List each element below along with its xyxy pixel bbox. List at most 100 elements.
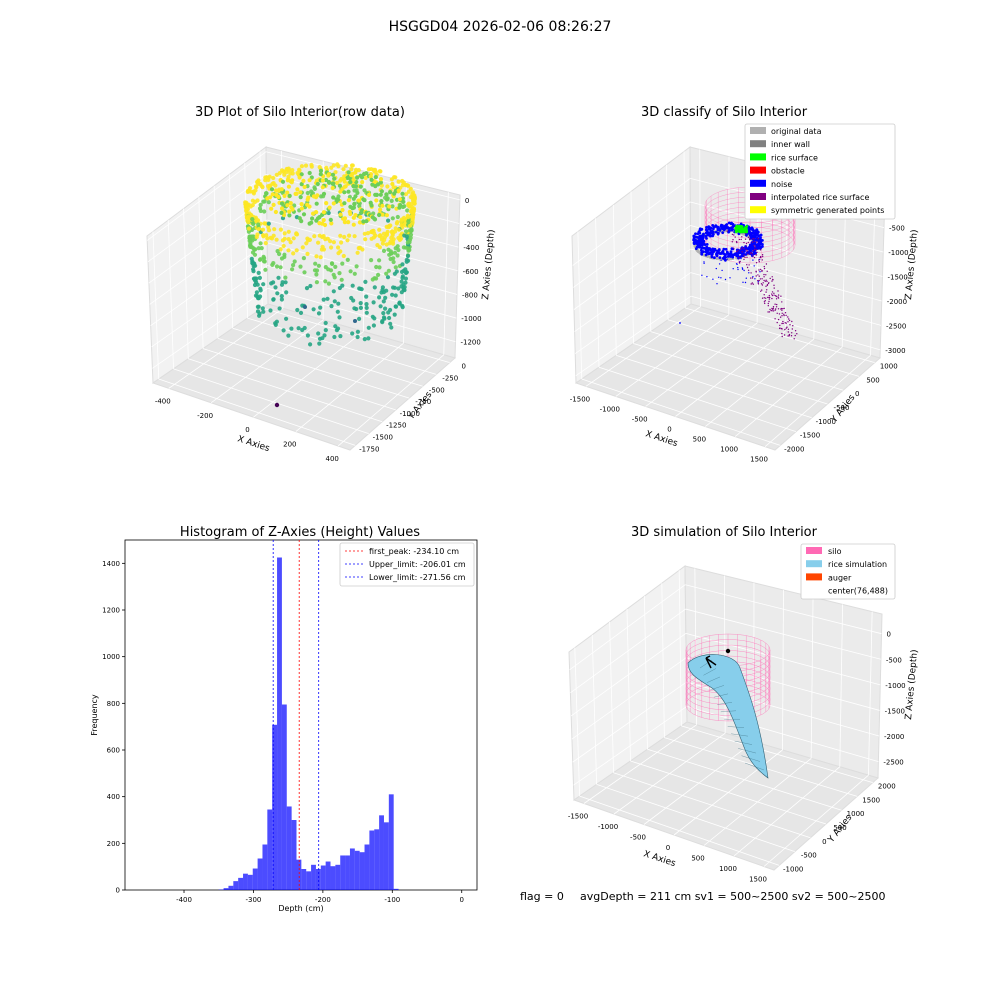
legend-box bbox=[800, 543, 896, 600]
panel3-bars bbox=[218, 557, 399, 890]
scatter-point bbox=[771, 294, 774, 297]
grid-line bbox=[253, 331, 364, 418]
scatter-point bbox=[361, 219, 366, 224]
scatter-point bbox=[290, 178, 295, 183]
scatter-point bbox=[403, 245, 409, 250]
scatter-point bbox=[374, 276, 379, 281]
scatter-point bbox=[759, 271, 761, 273]
scatter-point bbox=[777, 296, 779, 298]
scatter-point bbox=[281, 243, 286, 249]
z-tick-label: -1000 bbox=[885, 682, 905, 690]
histogram-bar bbox=[335, 864, 341, 890]
scatter-point bbox=[755, 246, 758, 250]
scatter-point bbox=[314, 210, 319, 215]
surface-mesh-line bbox=[717, 702, 733, 705]
scatter-point bbox=[399, 284, 404, 289]
scatter-point bbox=[732, 255, 734, 257]
z-tick-label: 0 bbox=[887, 631, 891, 639]
scatter-point bbox=[258, 202, 263, 207]
scatter-point bbox=[271, 280, 276, 285]
scatter-point bbox=[738, 262, 741, 264]
scatter-point bbox=[364, 310, 369, 315]
grid-line bbox=[574, 272, 692, 354]
scatter-point bbox=[371, 300, 376, 305]
scatter-point bbox=[763, 267, 766, 270]
scatter-point bbox=[391, 185, 396, 190]
scatter-point bbox=[346, 198, 351, 203]
scatter-point bbox=[759, 249, 762, 251]
histogram-bar bbox=[345, 855, 350, 890]
panel-raw-data: 3D Plot of Silo Interior(row data) -400-… bbox=[146, 105, 497, 463]
scatter-point bbox=[264, 191, 269, 196]
center-point bbox=[725, 648, 731, 654]
scatter-point bbox=[767, 302, 769, 305]
scatter-point bbox=[385, 275, 391, 280]
scatter-point bbox=[271, 181, 276, 186]
scatter-point bbox=[273, 285, 278, 290]
grid-line bbox=[690, 272, 882, 326]
scatter-point bbox=[254, 290, 259, 295]
scatter-point bbox=[348, 180, 353, 185]
scatter-point bbox=[288, 240, 293, 245]
scatter-point bbox=[263, 221, 268, 226]
scatter-point bbox=[751, 253, 753, 255]
grid-line bbox=[229, 174, 234, 329]
scatter-point bbox=[390, 241, 396, 246]
scatter-point bbox=[737, 266, 739, 269]
scatter-point bbox=[746, 256, 748, 258]
scatter-point bbox=[358, 245, 363, 250]
scatter-point bbox=[752, 255, 754, 257]
scatter-point bbox=[703, 261, 705, 263]
scatter-point bbox=[334, 180, 340, 185]
scatter-point bbox=[719, 224, 723, 228]
scatter-point bbox=[337, 271, 342, 276]
scatter-point bbox=[741, 236, 743, 238]
scatter-point bbox=[345, 238, 350, 243]
scatter-point bbox=[265, 236, 270, 241]
y-tick-label: 2000 bbox=[878, 783, 896, 791]
legend-label: noise bbox=[771, 180, 792, 189]
scatter-point bbox=[755, 254, 757, 256]
scatter-point bbox=[244, 208, 249, 213]
surface-mesh-line bbox=[738, 748, 757, 754]
y-tick-label: -1500 bbox=[373, 434, 393, 442]
panel3-ticks: -400 -300 -200 -100 0 0 200 400 600 800 1000 1200 14… bbox=[102, 560, 464, 904]
scatter-point bbox=[402, 233, 407, 238]
histogram-bar bbox=[247, 874, 253, 890]
scatter-point bbox=[740, 230, 743, 234]
scatter-point bbox=[335, 162, 340, 167]
scatter-point bbox=[412, 195, 417, 200]
scatter-point bbox=[322, 333, 327, 338]
scatter-point bbox=[397, 197, 402, 202]
legend-label: first_peak: -234.10 cm bbox=[369, 547, 459, 556]
scatter-point bbox=[302, 184, 307, 189]
scatter-point bbox=[374, 198, 379, 203]
surface-mesh-line bbox=[706, 676, 721, 683]
scatter-point bbox=[744, 281, 747, 284]
scatter-point bbox=[388, 251, 394, 256]
scatter-point bbox=[758, 279, 760, 282]
scatter-point bbox=[782, 320, 784, 323]
grid-line bbox=[183, 208, 189, 359]
scatter-point bbox=[260, 227, 266, 232]
scatter-point bbox=[738, 238, 741, 241]
scatter-point bbox=[372, 285, 377, 290]
scatter-point bbox=[787, 331, 789, 333]
grid-line bbox=[598, 366, 797, 432]
scatter-point bbox=[351, 177, 356, 183]
scatter-point bbox=[379, 189, 384, 194]
panel-classify: 3D classify of Silo Interior -1500 -1000 -… bbox=[570, 105, 920, 464]
y-tick-label: -2000 bbox=[784, 445, 804, 453]
x-tick-label: -400 bbox=[155, 397, 171, 405]
scatter-point bbox=[385, 184, 390, 189]
panel4-title: 3D simulation of Silo Interior bbox=[631, 525, 818, 540]
scatter-point bbox=[369, 258, 374, 263]
scatter-point bbox=[251, 221, 256, 227]
scatter-point bbox=[282, 231, 287, 236]
grid-line bbox=[573, 706, 688, 786]
y-tick-label: -1250 bbox=[386, 422, 406, 430]
y-tick-label: 1500 bbox=[862, 796, 880, 804]
x-tick-label: 0 bbox=[245, 426, 249, 434]
scatter-point bbox=[768, 294, 770, 297]
grid-line bbox=[158, 378, 356, 446]
